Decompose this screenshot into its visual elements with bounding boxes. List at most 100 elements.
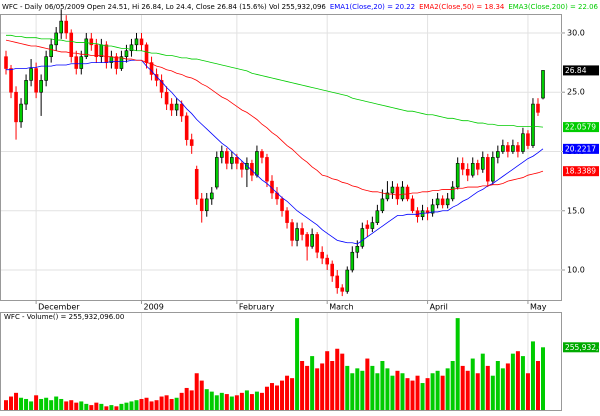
candle-body [501, 145, 505, 152]
volume-bar [169, 398, 174, 410]
candle-body [4, 56, 8, 69]
candle-body [370, 222, 375, 229]
volume-bar [184, 387, 189, 410]
volume-bar [34, 395, 39, 410]
volume-bar [164, 395, 169, 410]
volume-bar [44, 397, 49, 410]
volume-bar [79, 401, 84, 410]
candle-body [430, 204, 435, 214]
volume-bar [109, 405, 114, 410]
candle-body [54, 32, 58, 46]
candle-body [59, 20, 64, 34]
volume-bar [360, 370, 365, 410]
candle-body [114, 56, 119, 69]
volume-bar [295, 318, 300, 410]
candle-body [526, 133, 530, 146]
labels: 10.015.020.025.030.0December2009February… [38, 28, 600, 353]
volume-bar [345, 365, 350, 410]
y-tick-label: 30.0 [567, 28, 585, 37]
volume-bar [214, 395, 219, 410]
candle-body [315, 234, 319, 253]
candle-body [541, 70, 545, 99]
volume-bar [400, 373, 405, 410]
candle-body [184, 115, 189, 140]
volume-bar [490, 375, 495, 410]
candle-body [320, 251, 324, 259]
value-box [563, 122, 599, 133]
volume-bar [49, 400, 54, 410]
volume-bar [325, 351, 330, 410]
volume-bar [99, 403, 104, 410]
volume-bar [224, 394, 229, 410]
ema-line [6, 34, 544, 128]
candle-body [159, 80, 164, 93]
volume-bar [4, 400, 8, 410]
volume-bar [515, 351, 520, 410]
x-tick-label: April [430, 303, 448, 312]
volume-bar [104, 406, 109, 410]
x-tick-label: 2009 [144, 303, 164, 312]
candle-body [235, 157, 239, 164]
volume-bar [219, 392, 224, 410]
volume-bar [174, 397, 179, 410]
volume-bar [129, 401, 134, 410]
candle-body [209, 192, 214, 200]
volume-bar [139, 398, 144, 410]
candle-body [89, 38, 94, 46]
candle-body [295, 228, 299, 241]
volume-bar [495, 361, 500, 410]
volume-bar [19, 397, 24, 410]
candle-body [480, 157, 485, 170]
volume-bar [450, 361, 455, 410]
volume-bar [275, 385, 280, 410]
volume-bar [340, 353, 345, 410]
volume-bar [24, 398, 29, 410]
candle-body [410, 198, 415, 212]
volume-bar [455, 318, 460, 410]
candle-body [225, 151, 229, 164]
volume-bar [29, 401, 34, 410]
volume-title: WFC - Volume() = 255,932,096.00 [4, 313, 124, 321]
candle-body [521, 133, 525, 152]
volume-bar [94, 402, 99, 410]
volume-bar [119, 403, 124, 410]
marks [4, 9, 545, 410]
candle-body [84, 38, 89, 57]
candle-body [280, 198, 284, 212]
candle-body [496, 151, 500, 158]
candle-body [345, 269, 350, 292]
volume-bar [395, 370, 400, 410]
candle-body [174, 103, 179, 111]
candle-body [214, 157, 219, 188]
candle-body [531, 103, 535, 146]
candle-body [310, 234, 314, 247]
volume-bar [239, 392, 244, 410]
candle-body [179, 103, 184, 117]
candle-body [470, 163, 475, 176]
candle-body [450, 186, 455, 200]
candle-body [485, 157, 490, 182]
volume-bar [320, 363, 325, 410]
volume-bar [525, 373, 530, 410]
candle-body [39, 80, 43, 93]
candle-body [194, 168, 199, 200]
value-box [563, 65, 599, 76]
volume-bar [390, 375, 395, 410]
candle-body [385, 192, 390, 200]
volume-bar [425, 378, 430, 410]
ema-line [5, 39, 544, 196]
candle-body [350, 251, 355, 271]
legend-entry: EMA1(Close,20) = 20.22 [330, 3, 415, 11]
volume-bar [445, 368, 450, 410]
candle-body [506, 145, 510, 152]
volume-bar [410, 380, 415, 410]
y-tick-label: 15.0 [567, 206, 585, 215]
candle-body [330, 263, 335, 277]
candle-body [220, 151, 224, 158]
x-tick-label: December [38, 303, 80, 312]
volume-bar [124, 402, 129, 410]
value-box-label: 255,932,096 [565, 343, 600, 352]
candle-body [465, 168, 470, 176]
candle-body [365, 224, 370, 229]
legend-entry: EMA2(Close,50) = 18.34 [419, 3, 505, 11]
